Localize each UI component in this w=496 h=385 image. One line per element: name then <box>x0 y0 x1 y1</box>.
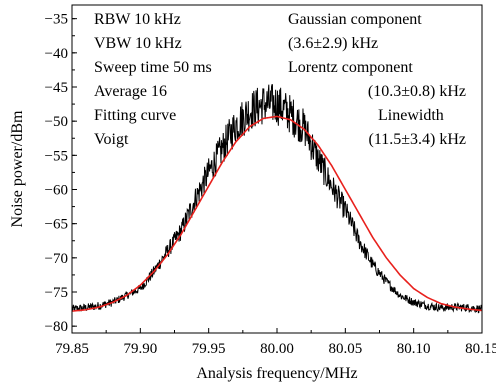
y-tick-label: −75 <box>45 285 68 301</box>
x-tick-label: 80.00 <box>260 341 294 357</box>
y-tick-label: −65 <box>45 217 68 233</box>
y-tick-label: −60 <box>45 183 68 199</box>
annotation-left: Fitting curve <box>94 107 176 124</box>
voigt-fit-curve <box>72 115 482 312</box>
x-tick-label: 79.95 <box>192 341 226 357</box>
y-tick-label: −35 <box>45 12 68 28</box>
y-tick-label: −50 <box>45 114 68 130</box>
axes: −35 −40 −45 −50 −55 −60 −65 −70 −75 −80 79.85 79.90… <box>45 4 496 357</box>
y-tick-label: −55 <box>45 148 68 164</box>
x-tick-label: 80.10 <box>397 341 431 357</box>
y-tick-label: −40 <box>45 46 68 62</box>
plot-frame <box>71 4 483 334</box>
y-tick-label: −80 <box>45 319 68 335</box>
x-axis-label: Analysis frequency/MHz <box>196 365 357 382</box>
annotation-right: Linewidth <box>378 107 444 124</box>
annotation-left: Voigt <box>94 131 129 148</box>
annotation-left: VBW 10 kHz <box>94 35 182 52</box>
plot-area <box>72 84 482 314</box>
annotations: RBW 10 kHz VBW 10 kHz Sweep time 50 ms Aver… <box>94 11 466 148</box>
x-tick-label: 80.15 <box>465 341 496 357</box>
annotation-right: (10.3±0.8) kHz <box>368 83 466 100</box>
annotation-left: Average 16 <box>94 83 167 100</box>
annotation-right: (11.5±3.4) kHz <box>369 131 467 148</box>
y-tick-label: −70 <box>45 251 68 267</box>
annotation-left: Sweep time 50 ms <box>94 59 212 76</box>
annotation-left: RBW 10 kHz <box>94 11 181 28</box>
annotation-right: (3.6±2.9) kHz <box>288 35 378 52</box>
x-tick-label: 80.05 <box>328 341 362 357</box>
x-tick-label: 79.85 <box>55 341 89 357</box>
y-axis-label: Noise power/dBm <box>9 110 26 227</box>
x-tick-label: 79.90 <box>123 341 157 357</box>
plot-content <box>72 84 482 314</box>
y-tick-label: −45 <box>45 80 68 96</box>
annotation-right: Gaussian component <box>288 11 422 28</box>
annotation-right: Lorentz component <box>288 59 413 76</box>
